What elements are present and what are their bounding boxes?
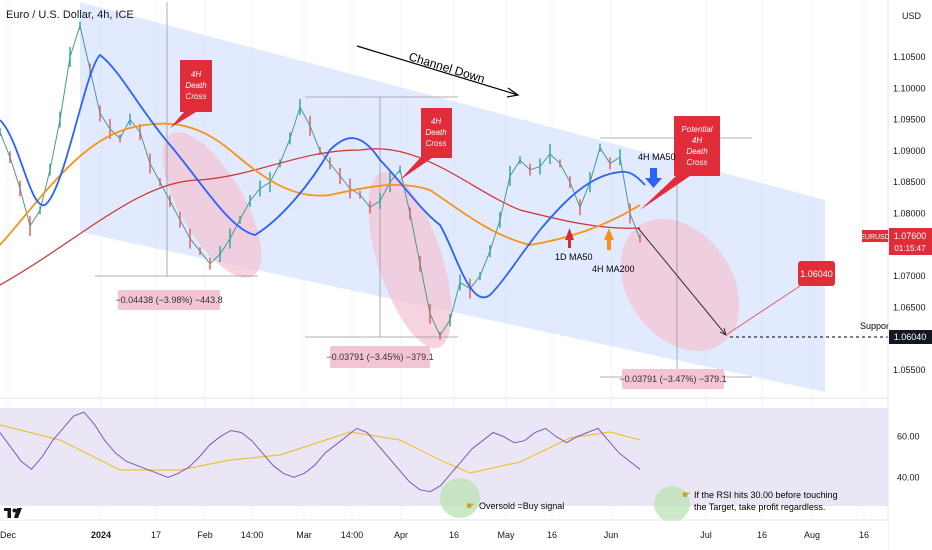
ma-4h-200-line [0,122,641,246]
ma200-4h-label: 4H MA200 [592,264,635,274]
projection-ellipse [620,218,740,352]
time-axis-bg[interactable] [0,521,888,550]
time-axis-ticks: Dec 2024 17 Feb 14:00 Mar 14:00 Apr 16 May 16 Jun Ju… [0,530,869,540]
measure-text-3: −0.03791 (−3.47%) −379.1 [619,374,726,384]
currency-label: USD [902,11,922,21]
time-tick-label: 16 [859,530,869,540]
ma-4h-50-line [0,53,646,299]
bar-countdown: 01:15:47 [894,244,926,253]
price-tick-label: 1.07000 [893,271,926,281]
death-cross-callout-2: 4H Death Cross [400,108,452,180]
channel-down-arrow [356,45,519,96]
measure-text-1: −0.04438 (−3.98%) −443.8 [115,295,222,305]
time-tick-label: Feb [197,530,213,540]
rsi-axis-ticks: 40.00 60.00 [897,432,920,483]
support-label: Support [860,321,892,331]
rsi-tick-label: 40.00 [897,472,920,482]
time-tick-label: 14:00 [341,530,364,540]
time-tick-label: 16 [547,530,557,540]
price-tick-label: 1.08500 [893,177,926,187]
price-tick-label: 1.06500 [893,302,926,312]
rsi-tick-label: 60.00 [897,432,920,442]
support-price-badge [889,330,932,344]
oversold-note: ☛ Oversold =Buy signal [466,501,564,512]
ma50-1d-up-arrow-icon [565,228,574,248]
ma-1d-50-line [0,148,641,286]
price-tick-label: 1.08000 [893,209,926,219]
dc2-line2: Death [425,128,447,137]
oversold-text: Oversold =Buy signal [479,501,564,511]
symbol-badge [862,230,888,242]
pdc-line4: Cross [687,158,708,167]
measure-box-3 [622,369,724,389]
rsi-takeprofit-note: ☛ If the RSI hits 30.00 before touching … [682,490,838,512]
decline-ellipse-1 [162,132,262,278]
target-value: 1.06040 [800,269,833,279]
time-tick-label: 17 [151,530,161,540]
projection-arrow-down [637,227,727,336]
price-tick-label: 1.09500 [893,115,926,125]
dc1-line3: Cross [186,92,207,101]
dc2-line1: 4H [431,117,441,126]
price-series-line [0,23,641,337]
last-price-badge [889,228,932,255]
time-tick-label: Dec [0,530,16,540]
price-tick-label: 1.10000 [893,83,926,93]
oversold-hand-icon: ☛ [466,501,475,512]
price-tick-label: 1.09000 [893,146,926,156]
death-cross-callout-1: 4H Death Cross [170,60,212,128]
projection-line-up [725,285,801,336]
channel-down-arrowhead [506,87,520,98]
dc2-line3: Cross [426,139,447,148]
rsi-line [0,411,641,493]
support-price-value: 1.06040 [894,332,927,342]
price-tick-label: 1.10500 [893,52,926,62]
decline-ellipse-2 [368,171,452,349]
rsi-note-line2: the Target, take profit regardless. [694,502,825,512]
time-tick-label: 14:00 [241,530,264,540]
time-tick-label: Mar [296,530,312,540]
measure-box-2 [330,346,430,368]
takeprofit-hand-icon: ☛ [682,490,691,501]
tradingview-logo [2,506,24,520]
time-tick-label: 16 [449,530,459,540]
chart-title: Euro / U.S. Dollar, 4h, ICE [6,9,134,21]
price-tick-label: 1.05500 [893,365,926,375]
measure-box-1 [118,290,220,310]
price-axis-bg[interactable] [889,0,932,550]
potential-death-cross-callout: Potential 4H Death Cross [640,116,720,210]
ma50-4h-label: 4H MA50 [638,152,676,162]
symbol-label: EURUSD [860,234,890,241]
time-tick-label: May [497,530,515,540]
time-tick-label: Jun [604,530,619,540]
measure-text-2: −0.03791 (−3.45%) −379.1 [326,352,433,362]
pdc-line3: Death [686,147,708,156]
last-price-value: 1.07600 [894,231,927,241]
dc1-line1: 4H [191,70,201,79]
time-tick-label: 16 [757,530,767,540]
rsi-ma-line [0,424,641,474]
ma50-1d-label: 1D MA50 [555,252,593,262]
time-tick-label: 2024 [91,530,111,540]
pdc-line1: Potential [681,125,712,134]
pdc-line2: 4H [692,136,702,145]
rsi-note-line1: If the RSI hits 30.00 before touching [694,490,838,500]
time-tick-label: Aug [804,530,820,540]
target-badge [798,261,835,286]
time-tick-label: Jul [700,530,712,540]
time-tick-label: Apr [394,530,408,540]
dc1-line2: Death [185,81,207,90]
oversold-circle [440,478,480,518]
ma50-down-arrow-icon [645,168,662,188]
rsi-target-circle [654,486,690,522]
ma200-up-arrow-icon [604,228,614,250]
